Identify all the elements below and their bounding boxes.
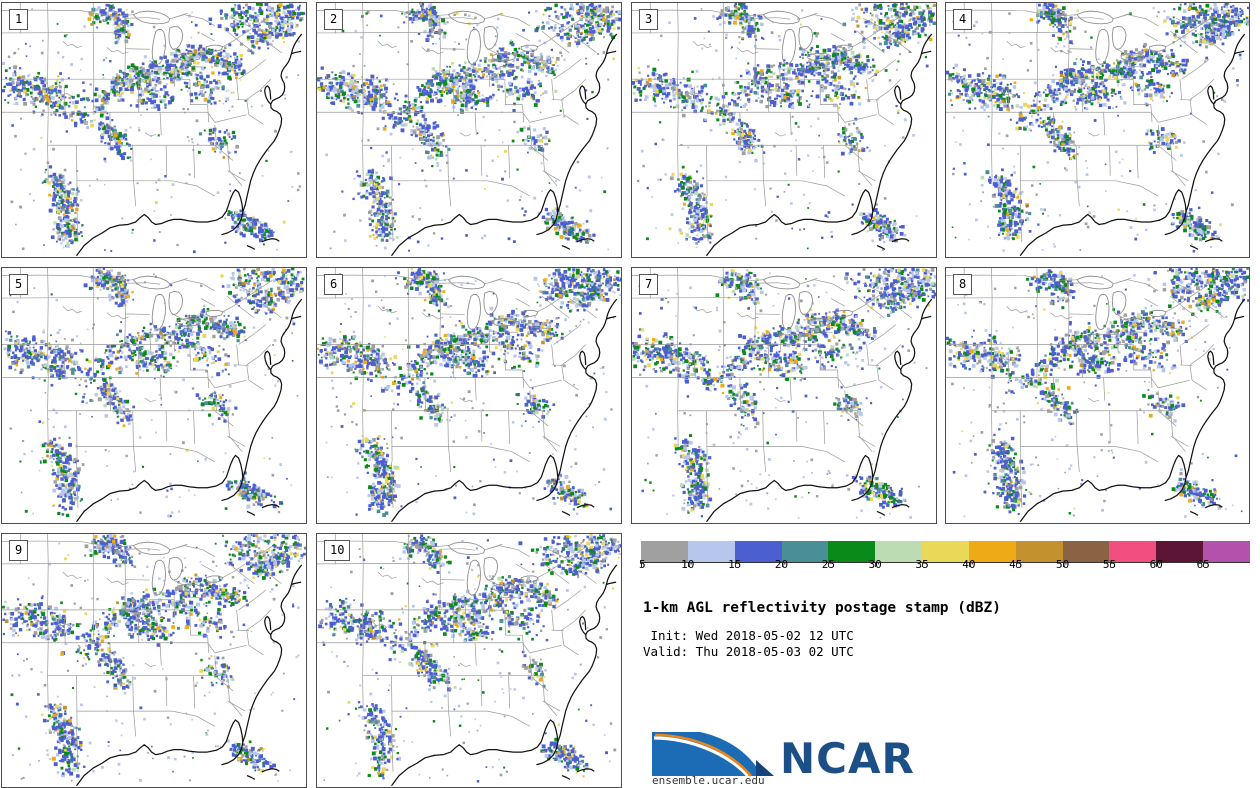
panel-number-10: 10 [324, 540, 351, 561]
reflectivity-colorbar [641, 541, 1250, 562]
colorbar-label-15: 15 [728, 558, 741, 571]
colorbar-tick-15 [734, 563, 736, 567]
panel-number-1: 1 [9, 9, 29, 30]
colorbar-tick-10 [687, 563, 689, 567]
panel-number-6: 6 [324, 274, 344, 295]
colorbar-swatch-20-25 [781, 541, 829, 562]
panel-number-5: 5 [9, 274, 29, 295]
colorbar-label-65: 65 [1197, 558, 1210, 571]
init-time-label: Init: Wed 2018-05-02 12 UTC [643, 628, 854, 643]
reflectivity-map-5 [2, 268, 306, 523]
colorbar-tick-45 [1015, 563, 1017, 567]
colorbar-label-50: 50 [1056, 558, 1069, 571]
reflectivity-map-4 [946, 3, 1249, 257]
colorbar-swatch-45-50 [1015, 541, 1063, 562]
colorbar-swatch-40-45 [968, 541, 1016, 562]
colorbar-tick-30 [875, 563, 877, 567]
colorbar-tick-25 [828, 563, 830, 567]
colorbar-label-55: 55 [1103, 558, 1116, 571]
map-panel-2[interactable]: 2 [316, 2, 622, 258]
reflectivity-map-2 [317, 3, 621, 257]
colorbar-swatch-60-65 [1156, 541, 1204, 562]
map-panel-10[interactable]: 10 [316, 533, 622, 788]
colorbar-label-10: 10 [681, 558, 694, 571]
figure-title: 1-km AGL reflectivity postage stamp (dBZ… [643, 600, 1001, 616]
colorbar-tick-labels: 5 10 15 20 25 30 35 40 45 50 55 60 65 [600, 558, 1260, 574]
reflectivity-map-3 [632, 3, 936, 257]
colorbar-label-20: 20 [775, 558, 788, 571]
colorbar-label-30: 30 [869, 558, 882, 571]
colorbar-label-45: 45 [1009, 558, 1022, 571]
map-panel-4[interactable]: 4 [945, 2, 1250, 258]
panel-number-7: 7 [639, 274, 659, 295]
map-panel-8[interactable]: 8 [945, 267, 1250, 524]
colorbar-label-5: 5 [639, 558, 646, 571]
colorbar-swatch-65-70 [1203, 541, 1250, 562]
colorbar-swatch-35-40 [922, 541, 969, 562]
colorbar-tick-50 [1062, 563, 1064, 567]
panel-number-4: 4 [953, 9, 973, 30]
reflectivity-map-6 [317, 268, 621, 523]
colorbar-tick-55 [1109, 563, 1111, 567]
colorbar-swatch-15-20 [734, 541, 782, 562]
colorbar-tick-65 [1203, 563, 1205, 567]
colorbar-swatch-30-35 [875, 541, 923, 562]
colorbar-swatch-55-60 [1109, 541, 1157, 562]
colorbar-swatch-5-10 [641, 541, 688, 562]
ncar-logo: NCAR [648, 726, 948, 783]
colorbar-swatch-50-55 [1062, 541, 1110, 562]
colorbar-tick-5 [641, 563, 642, 567]
map-panel-6[interactable]: 6 [316, 267, 622, 524]
colorbar-axis [641, 562, 1250, 567]
reflectivity-map-9 [2, 534, 306, 787]
panel-number-9: 9 [9, 540, 29, 561]
valid-time-label: Valid: Thu 2018-05-03 02 UTC [643, 644, 854, 659]
panel-number-3: 3 [639, 9, 659, 30]
colorbar-label-40: 40 [962, 558, 975, 571]
logo-url-text: ensemble.ucar.edu [652, 774, 765, 787]
map-panel-3[interactable]: 3 [631, 2, 937, 258]
reflectivity-map-1 [2, 3, 306, 257]
reflectivity-map-10 [317, 534, 621, 787]
map-panel-9[interactable]: 9 [1, 533, 307, 788]
panel-number-8: 8 [953, 274, 973, 295]
colorbar-tick-40 [968, 563, 970, 567]
reflectivity-map-8 [946, 268, 1249, 523]
colorbar-tick-20 [781, 563, 783, 567]
map-panel-5[interactable]: 5 [1, 267, 307, 524]
colorbar-tick-60 [1156, 563, 1158, 567]
colorbar-label-60: 60 [1150, 558, 1163, 571]
colorbar-swatch-25-30 [828, 541, 876, 562]
colorbar-label-25: 25 [822, 558, 835, 571]
map-panel-7[interactable]: 7 [631, 267, 937, 524]
reflectivity-map-7 [632, 268, 936, 523]
panel-number-2: 2 [324, 9, 344, 30]
colorbar-label-35: 35 [915, 558, 928, 571]
colorbar-tick-35 [922, 563, 924, 567]
colorbar-swatch-10-15 [687, 541, 735, 562]
map-panel-1[interactable]: 1 [1, 2, 307, 258]
